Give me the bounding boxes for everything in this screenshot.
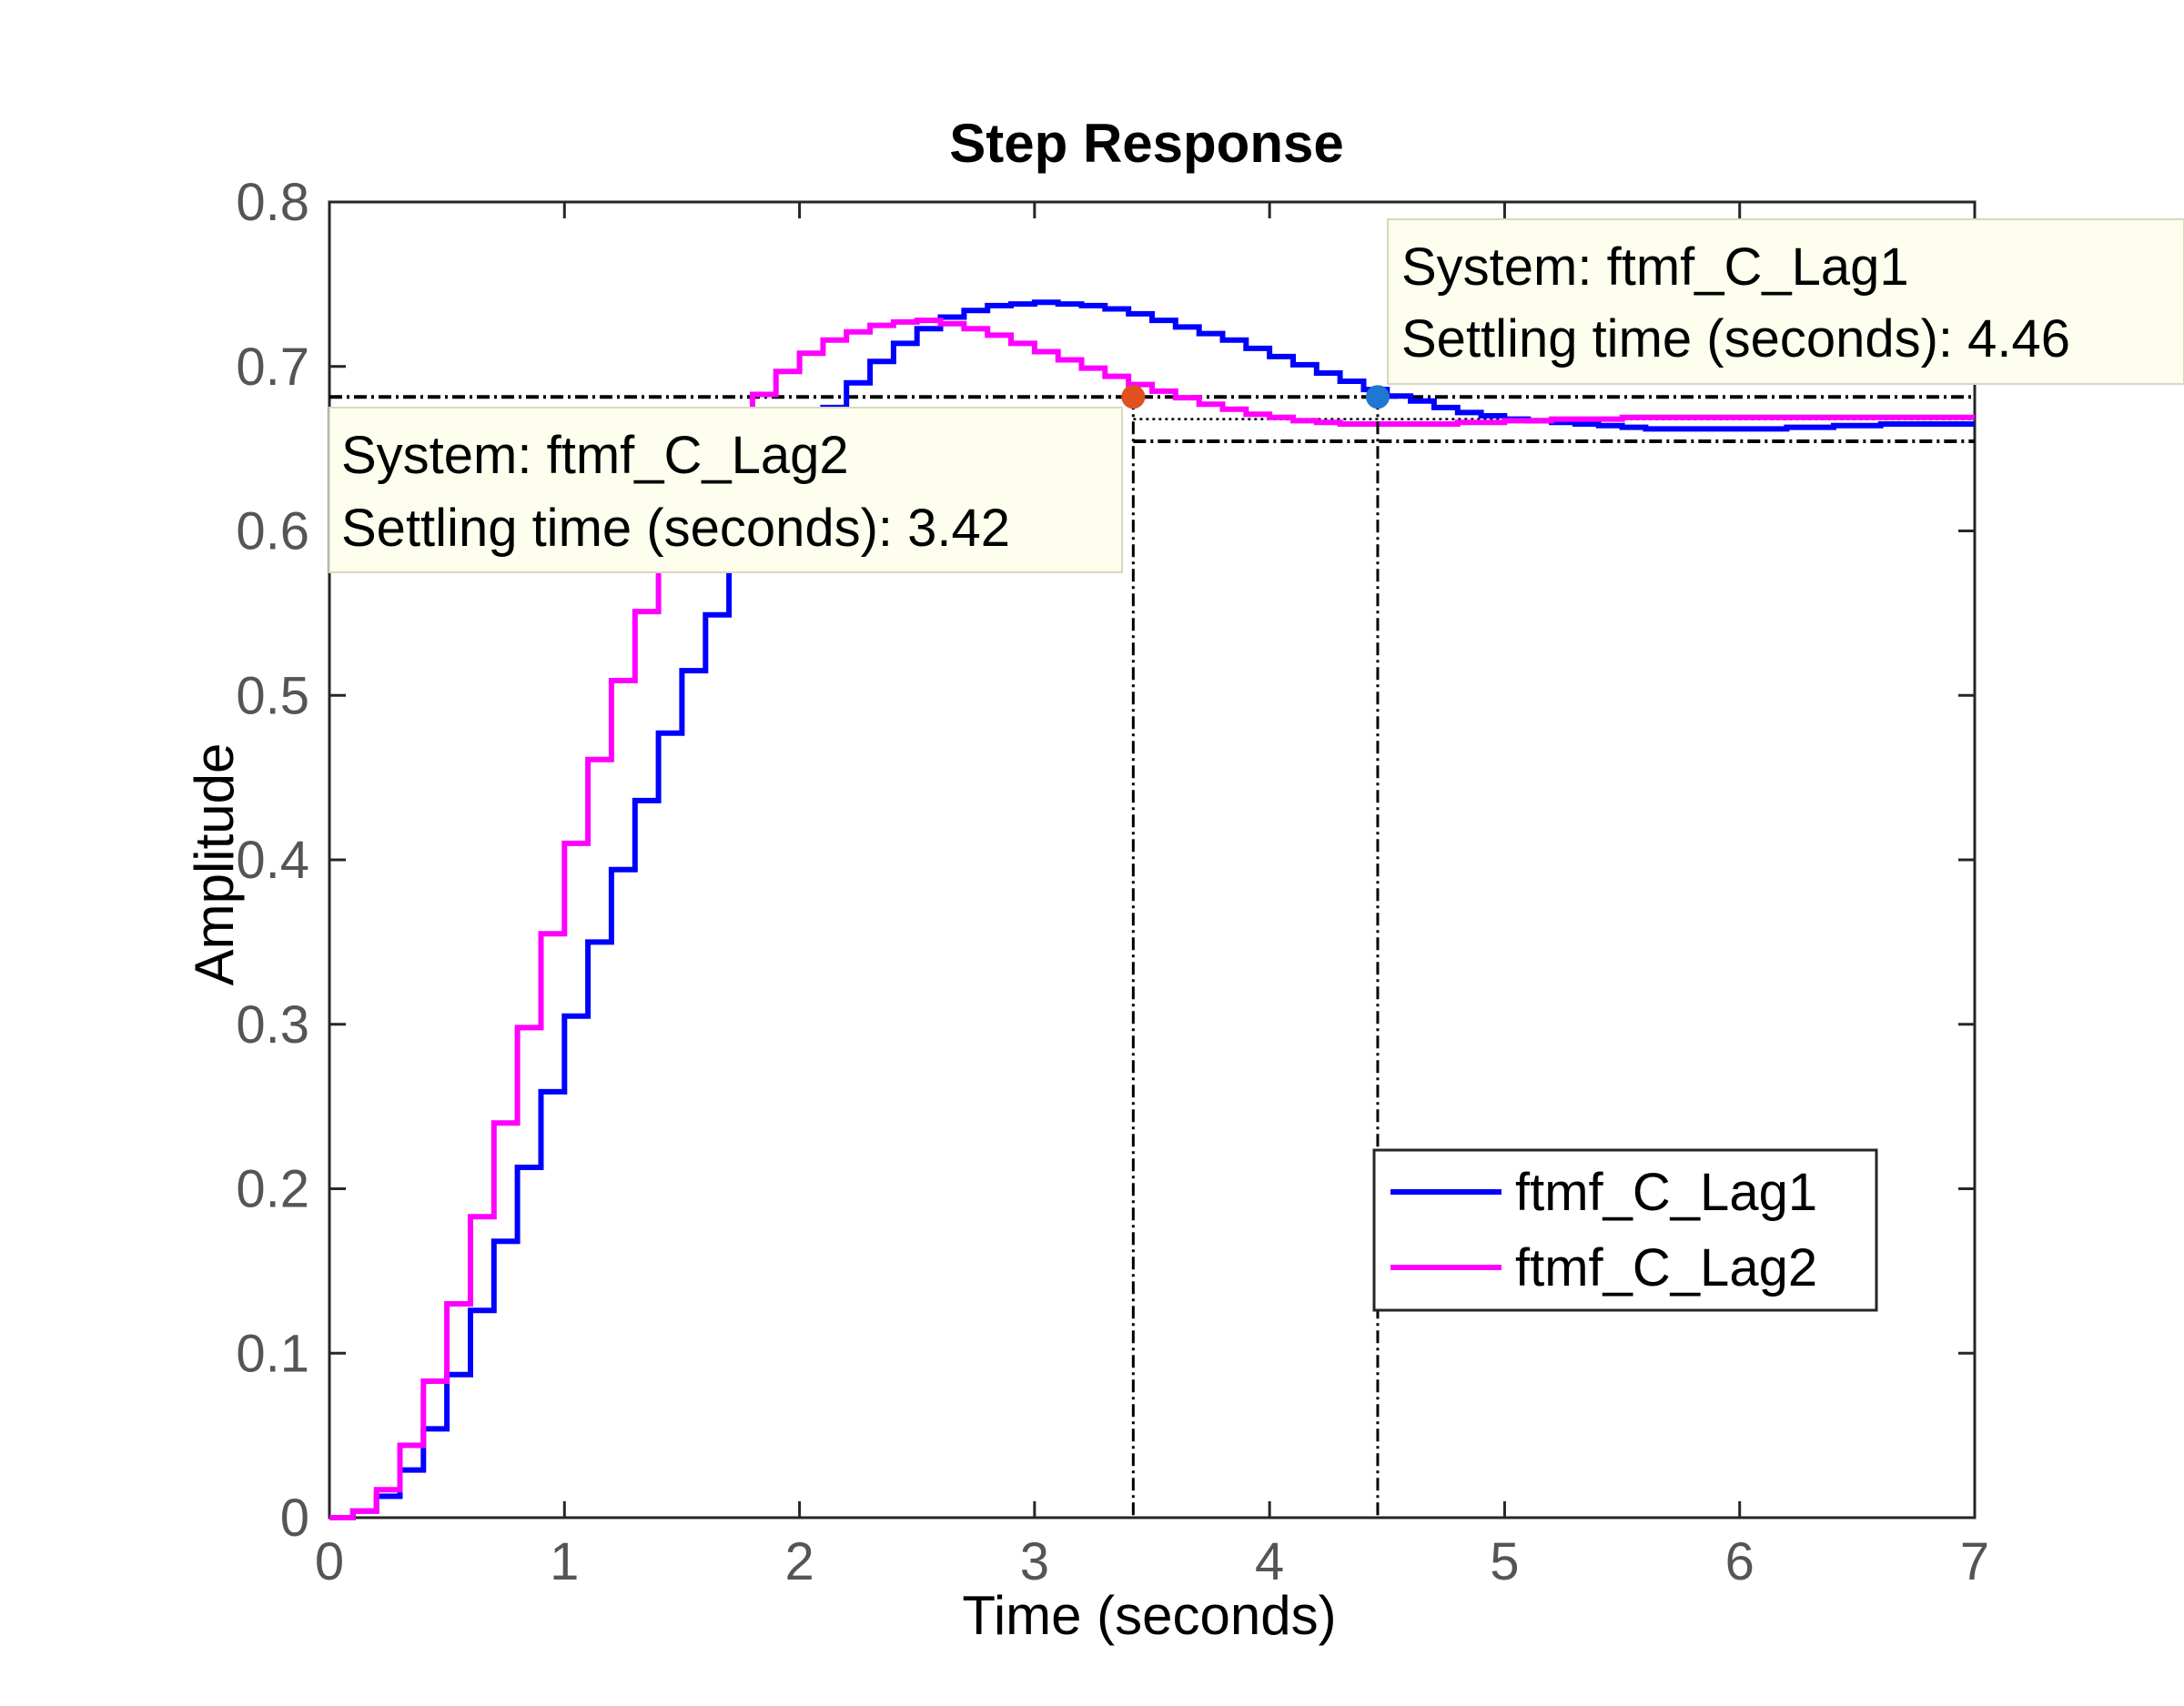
- x-tick-label: 4: [1255, 1532, 1284, 1591]
- datatip-lag1: System: ftmf_C_Lag1 Settling time (secon…: [1387, 218, 2184, 385]
- datatip-lag1-box: [1387, 218, 2184, 385]
- x-tick-label: 2: [784, 1532, 814, 1591]
- datatip-lag2-line2: Settling time (seconds): 3.42: [341, 499, 1010, 558]
- axes-box: [328, 200, 1977, 1519]
- series-line-2: [329, 318, 1975, 1520]
- legend-label-lag1: ftmf_C_Lag1: [1515, 1163, 1817, 1222]
- chart-title: Step Response: [949, 113, 1343, 174]
- settling-marker-1[interactable]: [1121, 385, 1146, 409]
- series-line-1: [329, 299, 1975, 1520]
- y-tick-label: 0: [280, 1489, 309, 1548]
- y-tick-label: 0.7: [236, 338, 309, 397]
- y-axis-label: Amplitude: [184, 743, 245, 986]
- x-tick-label: 3: [1020, 1532, 1049, 1591]
- datatip-lag1-line1: System: ftmf_C_Lag1: [1401, 237, 1909, 297]
- y-tick-label: 0.3: [236, 995, 309, 1055]
- settling-marker-2[interactable]: [1365, 385, 1390, 409]
- y-axis: 0 0.1 0.2 0.3 0.4 0.5 0.6 0.7 0.8: [236, 173, 1975, 1548]
- y-tick-label: 0.2: [236, 1160, 309, 1219]
- settling-markers: [1121, 385, 1390, 1518]
- series-group: [329, 299, 1975, 1520]
- datatip-lag2-line1: System: ftmf_C_Lag2: [341, 426, 849, 485]
- datatip-lag2: System: ftmf_C_Lag2 Settling time (secon…: [329, 407, 1123, 573]
- legend: ftmf_C_Lag1 ftmf_C_Lag2: [1372, 1148, 1878, 1312]
- x-tick-label: 5: [1490, 1532, 1519, 1591]
- legend-box: [1372, 1148, 1878, 1312]
- y-tick-label: 0.1: [236, 1324, 309, 1383]
- x-tick-label: 1: [550, 1532, 579, 1591]
- legend-label-lag2: ftmf_C_Lag2: [1515, 1238, 1817, 1297]
- x-axis-label: Time (seconds): [962, 1585, 1336, 1646]
- x-tick-label: 0: [315, 1532, 344, 1591]
- y-tick-label: 0.6: [236, 502, 309, 561]
- y-tick-label: 0.8: [236, 173, 309, 232]
- plot-area: [328, 200, 1977, 1519]
- datatip-lag1-line2: Settling time (seconds): 4.46: [1401, 309, 2070, 368]
- datatip-lag2-box: [329, 407, 1123, 573]
- y-tick-label: 0.5: [236, 666, 309, 725]
- x-tick-label: 6: [1725, 1532, 1754, 1591]
- y-tick-label: 0.4: [236, 831, 309, 890]
- x-tick-label: 7: [1960, 1532, 1989, 1591]
- x-axis: 0 1 2 3 4 5 6 7: [315, 202, 1989, 1591]
